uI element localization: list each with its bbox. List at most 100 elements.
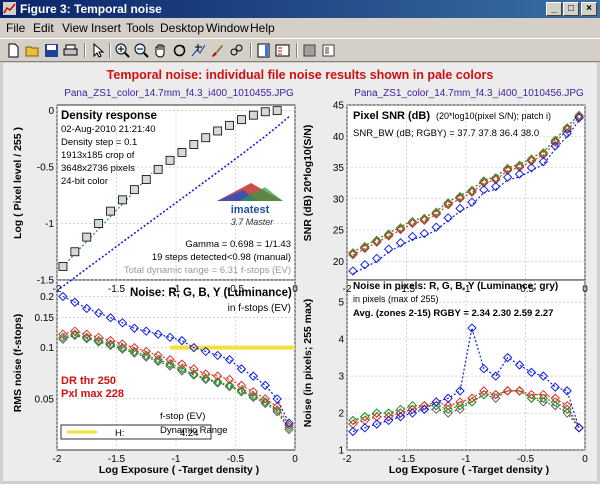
noise-fstop-marker-B bbox=[189, 342, 199, 353]
snr-marker-G bbox=[360, 241, 370, 252]
noise-fstop-marker-Y bbox=[58, 334, 68, 344]
snr-line-R bbox=[352, 117, 580, 256]
menu-insert[interactable]: Insert bbox=[91, 21, 122, 35]
noise-pixel-marker-R bbox=[562, 400, 572, 411]
legend-h-value: 4.24 bbox=[180, 428, 199, 439]
snr-marker-B bbox=[360, 259, 370, 270]
density-marker bbox=[70, 247, 80, 257]
noise-fstop-marker-B bbox=[58, 291, 68, 302]
pan-hand-icon[interactable] bbox=[152, 42, 169, 59]
density-marker bbox=[58, 262, 68, 271]
snr-marker-B bbox=[407, 231, 418, 242]
legend-fstop-label: f-stop (EV) bbox=[160, 411, 205, 422]
menu-desktop[interactable]: Desktop bbox=[160, 21, 205, 35]
snr-marker-B bbox=[431, 222, 441, 232]
menu-window[interactable]: Window bbox=[206, 21, 249, 35]
density-marker bbox=[248, 110, 258, 120]
pixel-snr-title: Pixel SNR (dB) bbox=[353, 110, 430, 122]
noise-fstop-marker-Y bbox=[105, 340, 116, 351]
noise-pixel-marker-R bbox=[550, 393, 560, 403]
colorbar-icon[interactable] bbox=[255, 42, 272, 59]
snr-marker-R bbox=[550, 136, 560, 147]
density-marker bbox=[177, 148, 187, 157]
menu-tools[interactable]: Tools bbox=[126, 21, 155, 35]
noise-fstop-marker-R bbox=[189, 364, 199, 374]
noise-pixel-line-R bbox=[352, 390, 580, 429]
save-icon[interactable] bbox=[43, 42, 60, 59]
snr-marker-B bbox=[443, 213, 453, 223]
legend-icon[interactable] bbox=[274, 42, 291, 59]
menu-file[interactable]: File bbox=[6, 21, 26, 35]
noise-fstop-marker-B bbox=[129, 323, 140, 333]
zoom-in-icon[interactable] bbox=[114, 42, 131, 59]
select-arrow-icon[interactable] bbox=[89, 42, 106, 59]
noise-fstop-marker-G bbox=[177, 364, 187, 374]
density-marker bbox=[141, 175, 151, 184]
right-filename: Pana_ZS1_color_14.7mm_f4.3_i400_1010456.… bbox=[354, 88, 584, 99]
noise-pixel-marker-B bbox=[502, 352, 513, 363]
noise-pixel-marker-Y bbox=[431, 404, 441, 415]
brush-icon[interactable] bbox=[209, 42, 226, 59]
noise-pixel-marker-R bbox=[502, 386, 513, 396]
noise-fstop-marker-R bbox=[129, 342, 140, 353]
noise-fstop-marker-G bbox=[224, 380, 235, 391]
menu-help[interactable]: Help bbox=[250, 21, 275, 35]
window-title: Figure 3: Temporal noise bbox=[20, 2, 162, 16]
snr-marker-B bbox=[348, 266, 358, 276]
snr-marker-R bbox=[455, 193, 465, 203]
y-tick-label-tr: 45 bbox=[333, 101, 345, 112]
minimize-button[interactable]: _ bbox=[546, 2, 562, 16]
density-marker bbox=[237, 115, 246, 125]
noise-fstop-line-B bbox=[62, 295, 290, 424]
legend-dr-label: Dynamic Range bbox=[160, 425, 228, 436]
menu-edit[interactable]: Edit bbox=[33, 21, 54, 35]
noise-pixels-title: Noise in pixels: R, G, B, Y (Luminance; … bbox=[353, 281, 558, 292]
density-fit-curve bbox=[56, 115, 290, 292]
noise-fstop-marker-R bbox=[248, 387, 259, 397]
snr-marker-G bbox=[526, 154, 537, 164]
pixel-max-text: Pxl max 228 bbox=[61, 388, 124, 400]
show-plot-tools-icon[interactable] bbox=[320, 42, 337, 59]
link-icon[interactable] bbox=[228, 42, 245, 59]
menu-view[interactable]: View bbox=[62, 21, 88, 35]
density-marker bbox=[129, 185, 139, 195]
left-xlabel: Log Exposure ( -Target density ) bbox=[99, 464, 259, 476]
snr-marker-R bbox=[467, 186, 477, 197]
density-marker bbox=[225, 120, 234, 130]
y-tick-label-tl: 0 bbox=[48, 106, 54, 117]
menu-bar: File Edit View Insert Tools Desktop Wind… bbox=[0, 19, 600, 37]
noise-fstop-marker-R bbox=[58, 329, 68, 339]
maximize-button[interactable]: □ bbox=[563, 2, 579, 16]
noise-fstop-marker-Y bbox=[165, 361, 175, 371]
snr-marker-G bbox=[562, 123, 572, 133]
new-file-icon[interactable] bbox=[5, 42, 22, 59]
snr-marker-R bbox=[372, 236, 382, 247]
x-tick-label-br: -0.5 bbox=[517, 454, 535, 465]
noise-fstop-marker-Y bbox=[260, 398, 270, 409]
y-tick-label-bl: 0.2 bbox=[40, 292, 54, 303]
noise-fstop-marker-Y bbox=[70, 330, 80, 341]
noise-pixel-marker-R bbox=[407, 404, 418, 415]
noise-pixel-marker-G bbox=[455, 400, 465, 411]
data-cursor-icon[interactable] bbox=[190, 42, 207, 59]
snr-marker-B bbox=[526, 163, 537, 173]
noise-pixel-marker-B bbox=[407, 408, 418, 418]
noise-fstop-marker-R bbox=[70, 326, 80, 336]
print-icon[interactable] bbox=[62, 42, 79, 59]
close-button[interactable]: × bbox=[581, 2, 597, 16]
snr-marker-G bbox=[491, 173, 501, 183]
snr-marker-B bbox=[372, 253, 382, 264]
noise-fstop-marker-Y bbox=[153, 356, 163, 367]
snr-marker-R bbox=[395, 224, 406, 234]
snr-marker-B bbox=[574, 113, 584, 123]
noise-pixel-marker-B bbox=[419, 404, 430, 415]
figure-suptitle: Temporal noise: individual file noise re… bbox=[107, 68, 494, 82]
zoom-out-icon[interactable] bbox=[133, 42, 150, 59]
right-xlabel: Log Exposure ( -Target density ) bbox=[389, 464, 549, 476]
noise-fstop-marker-G bbox=[236, 385, 247, 396]
noise-fstop-marker-B bbox=[201, 346, 211, 357]
y-tick-label-tr: 35 bbox=[333, 163, 345, 174]
rotate-3d-icon[interactable] bbox=[171, 42, 188, 59]
open-file-icon[interactable] bbox=[24, 42, 41, 59]
hide-plot-tools-icon[interactable] bbox=[301, 42, 318, 59]
